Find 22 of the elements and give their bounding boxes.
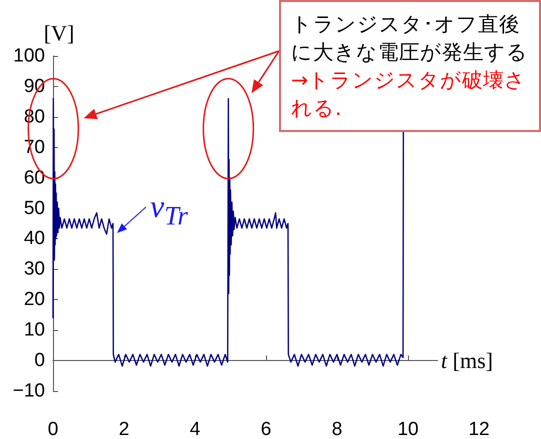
series-label: v$_{Tr}$: [150, 188, 188, 232]
y-tick-label: 10: [24, 320, 45, 341]
y-tick-label: 20: [24, 289, 45, 310]
x-tick-label: 6: [260, 419, 272, 439]
x-tick-label: 0: [48, 419, 58, 439]
line-series: [52, 98, 404, 367]
y-tick-label: 0: [34, 350, 45, 372]
x-tick-label: 10: [397, 419, 419, 439]
y-tick-label: 100: [13, 46, 45, 66]
x-tick-label: 2: [118, 419, 130, 439]
y-tick-label: −10: [12, 380, 45, 402]
callout-box: トランジスタ･オフ直後に大きな電圧が発生する →トランジスタが破壊される.: [279, 0, 541, 132]
x-tick-label: 4: [190, 419, 201, 439]
annotation: トランジスタ･オフ直後に大きな電圧が発生する: [291, 11, 529, 66]
annotation: →トランジスタが破壊される.: [291, 67, 528, 122]
y-tick-label: 50: [24, 198, 45, 219]
y-tick-label: 30: [24, 258, 45, 280]
x-axis-title: t [ms]: [438, 348, 496, 374]
y-axis-title: [V]: [44, 20, 74, 46]
x-tick-label: 12: [468, 419, 490, 439]
y-tick-label: 40: [24, 228, 45, 250]
x-tick-label: 8: [332, 419, 342, 439]
